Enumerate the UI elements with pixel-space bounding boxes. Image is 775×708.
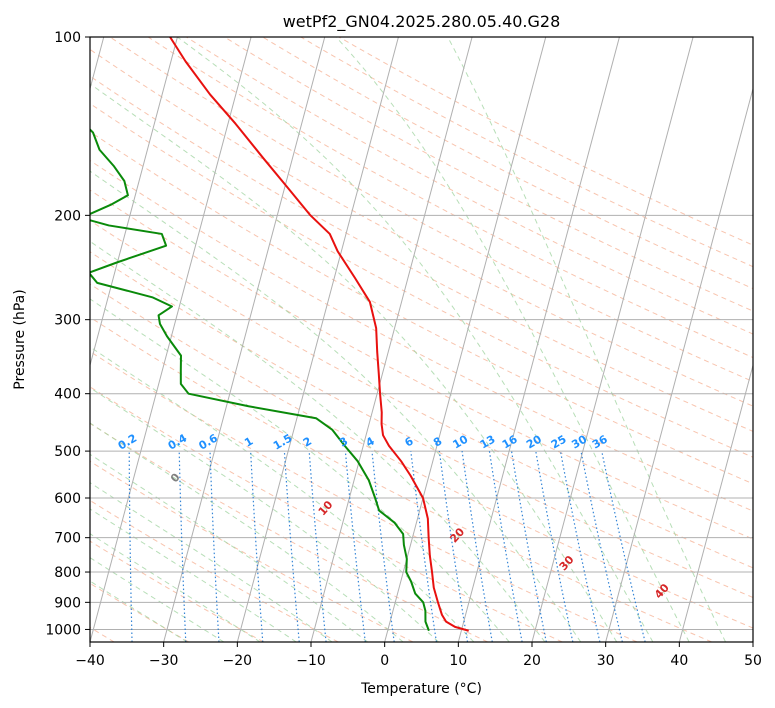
dry-adiabat-line (90, 499, 339, 642)
moist-adiabat-line (90, 83, 618, 642)
y-tick-label: 600 (54, 491, 81, 507)
dry-adiabat-line (147, 37, 753, 359)
x-tick-label: −40 (75, 653, 105, 669)
y-tick-label: 1000 (45, 622, 81, 638)
isotherm-line (236, 37, 399, 642)
mixing-ratio-line (410, 451, 438, 642)
y-tick-label: 900 (54, 595, 81, 611)
axes: −40 −30 −20 −10 0 10 20 30 40 50 100 200 300 400 500 60… (45, 30, 762, 669)
x-tick-label: 0 (380, 653, 389, 669)
isotherm-line (310, 37, 473, 642)
temperature-profile-line (169, 37, 469, 632)
dry-adiabat-line (90, 350, 638, 642)
dry-adiabat-line (90, 102, 753, 458)
moist-adiabat-line (90, 482, 333, 642)
dry-adiabat-line (186, 37, 753, 335)
dry-adiabat-line (90, 75, 753, 432)
mixing-ratio-line (601, 450, 646, 642)
x-tick-label: 10 (449, 653, 467, 669)
plot-frame (89, 36, 754, 643)
isotherm-line (678, 363, 753, 642)
dry-adiabat-line (90, 316, 712, 642)
moist-adiabat-line (335, 37, 690, 642)
moist-adiabat-line (447, 37, 727, 642)
y-tick-label: 700 (54, 531, 81, 547)
dry-adiabat-line (90, 131, 753, 485)
x-axis-label: Temperature (°C) (360, 681, 482, 697)
mixing-ratio-line (535, 450, 574, 642)
y-tick-label: 100 (54, 30, 81, 46)
mixing-ratio-line (580, 450, 623, 642)
isotherm-line (384, 37, 547, 642)
isotherm-line (457, 37, 620, 642)
y-tick-label: 800 (54, 565, 81, 581)
x-tick-label: −10 (296, 653, 326, 669)
moist-adiabat-line (90, 387, 439, 642)
x-tick-label: −30 (149, 653, 179, 669)
data-series (90, 37, 469, 632)
y-axis-label: Pressure (hPa) (12, 289, 28, 389)
x-tick-label: 30 (597, 653, 615, 669)
moist-adiabat-line (177, 37, 654, 642)
mixing-ratio-label: 0.1 (69, 432, 92, 453)
y-tick-label: 300 (54, 313, 81, 329)
moist-adiabat-line (90, 346, 475, 642)
dry-adiabat-line (90, 219, 753, 569)
dry-adiabat-line (90, 386, 563, 642)
dry-adiabat-line (90, 48, 753, 407)
mixing-ratio-line (559, 450, 601, 642)
y-tick-label: 500 (54, 444, 81, 460)
x-tick-label: 40 (670, 653, 688, 669)
mixing-ratio-line (344, 451, 366, 642)
dry-adiabat-line (300, 37, 753, 268)
moist-adiabat-line (90, 422, 404, 642)
isotherm-line (531, 37, 694, 642)
dry-adiabat-line (90, 283, 753, 629)
isotherm-line (163, 37, 326, 642)
dry-adiabat-line (109, 37, 753, 383)
plot-grid (90, 37, 753, 642)
x-tick-label: 20 (523, 653, 541, 669)
isotherm-line (90, 37, 178, 368)
mixing-ratio-line (438, 451, 469, 642)
mixing-ratio-line (371, 451, 395, 642)
mixing-ratio-line (308, 451, 327, 642)
y-tick-label: 200 (54, 208, 81, 224)
y-tick-label: 400 (54, 387, 81, 403)
isotherm-line (605, 86, 753, 642)
moist-adiabat-line (90, 508, 297, 642)
x-tick-label: 50 (744, 653, 762, 669)
mixing-ratio-line (283, 451, 300, 642)
x-tick-label: −20 (223, 653, 253, 669)
moist-adiabat-line (90, 298, 510, 642)
dewpoint-profile-line (90, 128, 430, 632)
chart-title: wetPf2_GN04.2025.280.05.40.G28 (283, 12, 561, 32)
